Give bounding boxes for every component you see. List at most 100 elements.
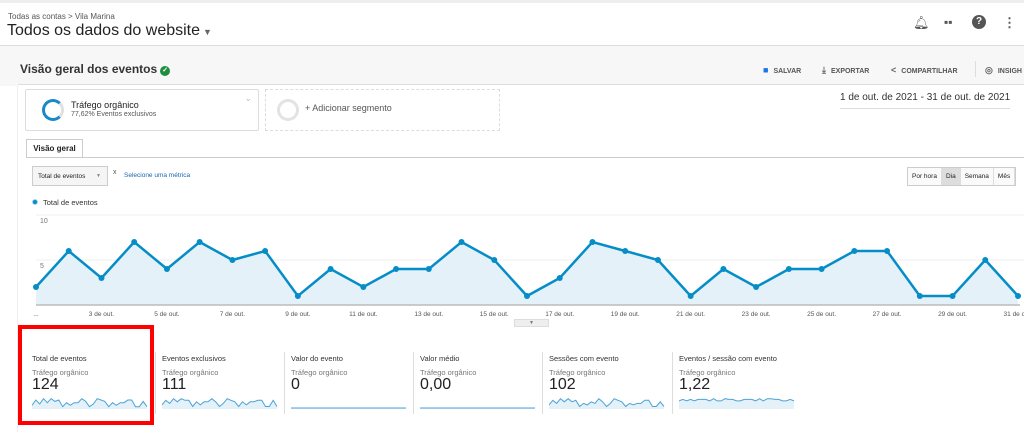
insights-button[interactable]: ◎ INSIGH — [985, 65, 1022, 76]
legend-label: Total de eventos — [43, 198, 98, 207]
metric-name: Total de eventos — [32, 354, 87, 363]
x-tick-label: 9 de out. — [285, 311, 310, 318]
metric-value: 0 — [291, 376, 300, 393]
metric-card[interactable]: Eventos exclusivos Tráfego orgânico 111 — [160, 348, 280, 414]
breadcrumb[interactable]: Todas as contas > Vila Marina — [8, 12, 115, 21]
save-label: SALVAR — [773, 68, 802, 75]
metric-card[interactable]: Sessões com evento Tráfego orgânico 102 — [547, 348, 667, 414]
x-tick-label: 13 de out. — [414, 311, 443, 318]
y-tick-label: 5 — [40, 263, 44, 270]
data-point — [131, 239, 138, 245]
x-tick-label: 7 de out. — [220, 311, 245, 318]
card-separator — [542, 352, 543, 414]
granularity-toggle: Por hora Dia Semana Mês — [907, 167, 1017, 186]
add-segment-button[interactable]: + Adicionar segmento — [265, 89, 500, 131]
data-point — [524, 293, 530, 299]
remove-metric-button[interactable]: x — [113, 169, 117, 176]
metric-card[interactable]: Eventos / sessão com evento Tráfego orgâ… — [677, 348, 797, 414]
x-tick-label: 21 de out. — [676, 311, 705, 318]
granularity-week[interactable]: Semana — [960, 168, 994, 185]
download-icon: ⤓ — [822, 65, 826, 75]
data-point — [785, 266, 792, 272]
metric-value: 102 — [549, 376, 576, 393]
more-icon[interactable]: ⋮ — [1003, 15, 1016, 30]
sparkline-fill — [549, 398, 664, 409]
data-point — [589, 239, 596, 245]
x-tick-label: 29 de out. — [938, 311, 967, 318]
data-point — [33, 284, 39, 290]
metric-select-value: Total de eventos — [38, 173, 86, 180]
metric-card[interactable]: Total de eventos Tráfego orgânico 124 — [30, 348, 150, 414]
data-point — [654, 257, 661, 263]
date-range-picker[interactable]: 1 de out. de 2021 - 31 de out. de 2021 — [840, 92, 1011, 109]
property-name: Todos os dados do website — [7, 22, 201, 39]
card-separator — [672, 352, 673, 414]
sparkline-line — [32, 397, 148, 408]
metric-value: 1,22 — [679, 376, 711, 393]
events-chart: 5 10... 3 de out. 5 de out. 7 de out. 9 de ou… — [33, 214, 1024, 318]
x-tick-label: 15 de out. — [480, 311, 509, 318]
data-point — [916, 293, 923, 299]
granularity-month[interactable]: Mês — [993, 168, 1016, 185]
sparkline — [420, 407, 535, 409]
metric-name: Sessões com evento — [549, 354, 619, 363]
metric-value: 124 — [32, 376, 59, 393]
divider — [975, 61, 976, 77]
metric-card[interactable]: Valor médio Tráfego orgânico 0,00 — [418, 348, 538, 414]
apps-icon[interactable]: ▪▪ — [944, 15, 953, 29]
metric-name: Eventos / sessão com evento — [679, 354, 777, 363]
x-tick-label: ... — [33, 311, 39, 318]
report-header — [0, 46, 1024, 86]
sparkline — [32, 397, 148, 409]
metric-segment: Tráfego orgânico — [162, 368, 219, 377]
share-label: COMPARTILHAR — [901, 68, 958, 75]
data-point — [327, 266, 334, 272]
sparkline-line — [549, 397, 665, 408]
data-point — [720, 266, 727, 272]
x-tick-label: 23 de out. — [742, 311, 771, 318]
add-segment-label: + Adicionar segmento — [305, 103, 392, 113]
segment-detail: 77,62% Eventos exclusivos — [71, 111, 157, 118]
verified-shield-icon: ✓ — [160, 66, 171, 76]
metric-value: 111 — [162, 376, 187, 393]
data-point — [556, 275, 563, 281]
export-button[interactable]: ⤓ EXPORTAR — [822, 65, 869, 76]
export-label: EXPORTAR — [830, 68, 870, 75]
data-point — [425, 266, 432, 272]
help-icon[interactable]: ? — [972, 15, 986, 29]
property-selector[interactable]: Todos os dados do website ▼ — [7, 22, 212, 40]
metric-value: 0,00 — [420, 376, 452, 393]
card-separator — [413, 352, 414, 414]
highlight-box — [18, 325, 154, 425]
select-metric-link[interactable]: Selecione uma métrica — [124, 172, 191, 179]
sparkline — [679, 398, 795, 409]
x-tick-label: 5 de out. — [154, 311, 179, 318]
left-strip — [0, 86, 18, 432]
x-tick-label: 31 de out. — [1004, 311, 1024, 318]
data-point — [982, 257, 989, 263]
bell-icon[interactable]: 🔔︎ — [913, 15, 930, 30]
data-point — [196, 239, 203, 245]
data-point — [393, 266, 400, 272]
data-point — [687, 293, 694, 299]
metric-card[interactable]: Valor do evento Tráfego orgânico 0 — [289, 348, 409, 414]
data-point — [491, 257, 498, 263]
chart-resize-handle[interactable]: ▼ — [514, 319, 549, 327]
sparkline-line — [162, 397, 278, 408]
chevron-down-icon[interactable]: ⌄ — [244, 93, 252, 103]
tab-overview[interactable]: Visão geral — [26, 139, 83, 157]
tab-divider — [26, 157, 1024, 158]
granularity-hour[interactable]: Por hora — [908, 168, 942, 185]
metric-select[interactable]: Total de eventos ▼ — [32, 166, 108, 186]
sparkline-fill — [679, 398, 794, 409]
caret-down-icon: ▼ — [203, 27, 212, 37]
granularity-day[interactable]: Dia — [941, 168, 961, 185]
data-point — [360, 284, 367, 290]
x-tick-label: 19 de out. — [611, 311, 640, 318]
share-button[interactable]: < COMPARTILHAR — [891, 65, 958, 75]
data-point — [818, 266, 825, 272]
x-tick-label: 17 de out. — [545, 311, 574, 318]
save-button[interactable]: ■ SALVAR — [763, 65, 801, 75]
save-icon: ■ — [763, 65, 769, 75]
segment-organic-traffic[interactable]: Tráfego orgânico 77,62% Eventos exclusiv… — [25, 89, 259, 131]
